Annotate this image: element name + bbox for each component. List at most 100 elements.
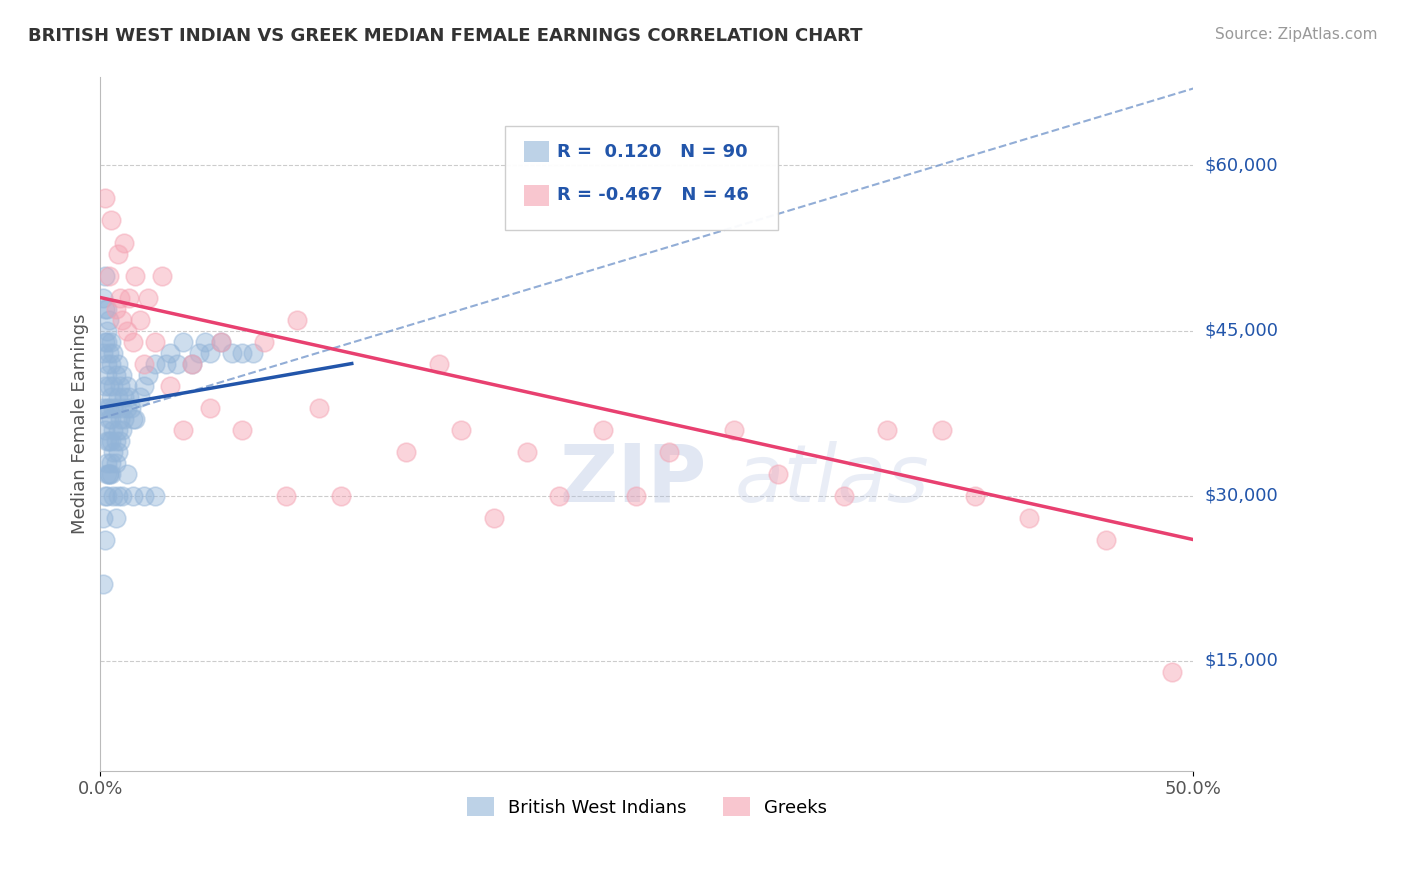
Point — [96, 489, 118, 503]
Point — [876, 423, 898, 437]
Point — [159, 378, 181, 392]
Text: $15,000: $15,000 — [1205, 652, 1278, 670]
Point — [108, 434, 131, 448]
Point — [98, 467, 121, 481]
Point — [1095, 533, 1118, 547]
Point — [108, 378, 131, 392]
Point — [103, 401, 125, 415]
Point — [209, 334, 232, 349]
Point — [516, 444, 538, 458]
Point — [482, 510, 505, 524]
Point — [118, 390, 141, 404]
Point — [100, 213, 122, 227]
Point — [100, 456, 122, 470]
Point — [107, 357, 129, 371]
Point — [96, 368, 118, 382]
Point — [115, 401, 138, 415]
Text: R =  0.120   N = 90: R = 0.120 N = 90 — [557, 143, 748, 161]
Point — [122, 411, 145, 425]
Point — [104, 510, 127, 524]
Point — [96, 434, 118, 448]
Point — [112, 411, 135, 425]
Bar — [524, 185, 548, 206]
Point — [115, 378, 138, 392]
Text: atlas: atlas — [734, 441, 929, 518]
Point — [100, 411, 122, 425]
Point — [107, 489, 129, 503]
Point — [93, 268, 115, 283]
Point — [832, 489, 855, 503]
Point — [93, 378, 115, 392]
Point — [138, 291, 160, 305]
Point — [329, 489, 352, 503]
Point — [128, 390, 150, 404]
Text: $30,000: $30,000 — [1205, 487, 1278, 505]
Point — [96, 456, 118, 470]
Point — [98, 401, 121, 415]
Point — [104, 368, 127, 382]
Point — [103, 345, 125, 359]
Point — [395, 444, 418, 458]
Point — [111, 368, 134, 382]
Point — [155, 357, 177, 371]
Point — [98, 467, 121, 481]
Point — [104, 456, 127, 470]
Point — [231, 345, 253, 359]
Point — [253, 334, 276, 349]
Point — [450, 423, 472, 437]
Point — [276, 489, 298, 503]
Point — [91, 510, 114, 524]
Point — [104, 301, 127, 316]
Text: $45,000: $45,000 — [1205, 321, 1278, 340]
Point — [98, 378, 121, 392]
Point — [115, 324, 138, 338]
Point — [96, 301, 118, 316]
Text: BRITISH WEST INDIAN VS GREEK MEDIAN FEMALE EARNINGS CORRELATION CHART: BRITISH WEST INDIAN VS GREEK MEDIAN FEMA… — [28, 27, 863, 45]
Point — [198, 401, 221, 415]
Point — [1160, 665, 1182, 679]
Point — [103, 444, 125, 458]
Point — [108, 411, 131, 425]
Point — [98, 434, 121, 448]
Point — [100, 357, 122, 371]
Text: Source: ZipAtlas.com: Source: ZipAtlas.com — [1215, 27, 1378, 42]
Point — [103, 489, 125, 503]
Y-axis label: Median Female Earnings: Median Female Earnings — [72, 314, 89, 534]
Point — [122, 334, 145, 349]
Point — [132, 489, 155, 503]
Text: R = -0.467   N = 46: R = -0.467 N = 46 — [557, 186, 749, 204]
Point — [194, 334, 217, 349]
Point — [658, 444, 681, 458]
Point — [100, 334, 122, 349]
Point — [107, 390, 129, 404]
Point — [132, 357, 155, 371]
Point — [242, 345, 264, 359]
Point — [231, 423, 253, 437]
Point — [107, 246, 129, 260]
Point — [91, 401, 114, 415]
Point — [98, 345, 121, 359]
Point — [115, 467, 138, 481]
Point — [172, 423, 194, 437]
Point — [98, 268, 121, 283]
Point — [209, 334, 232, 349]
Point — [93, 533, 115, 547]
Point — [91, 291, 114, 305]
Text: ZIP: ZIP — [560, 441, 707, 518]
Point — [111, 312, 134, 326]
Point — [138, 368, 160, 382]
Point — [931, 423, 953, 437]
Point — [111, 489, 134, 503]
Point — [93, 192, 115, 206]
FancyBboxPatch shape — [505, 126, 778, 230]
Point — [100, 390, 122, 404]
Point — [103, 378, 125, 392]
Point — [107, 444, 129, 458]
Point — [93, 489, 115, 503]
Point — [1018, 510, 1040, 524]
Point — [128, 312, 150, 326]
Point — [548, 489, 571, 503]
Point — [198, 345, 221, 359]
Point — [143, 334, 166, 349]
Point — [592, 423, 614, 437]
